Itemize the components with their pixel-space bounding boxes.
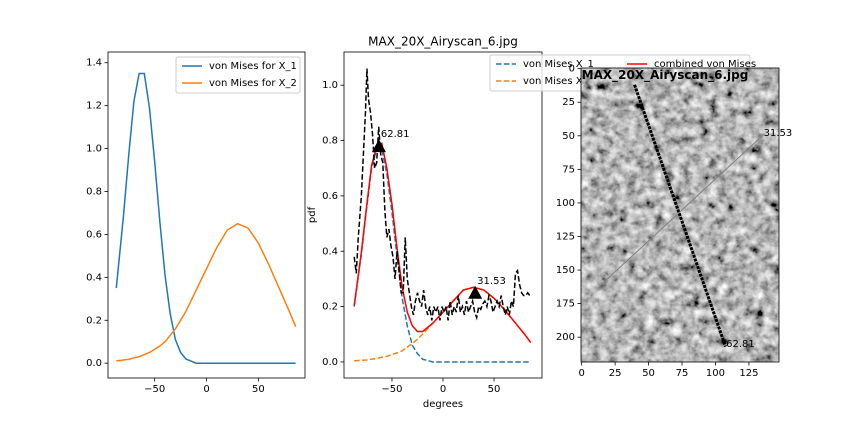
legend-label: von Mises X_2 <box>523 76 594 87</box>
panel: −50 0 50 0.0 0.2 0.4 0.6 0.8 1.0 1.2 1.4 von Mises … <box>86 51 306 395</box>
y-tick-label: 0.6 <box>86 229 102 240</box>
y-tick-label: 1.0 <box>86 144 102 155</box>
y-tick-label: 1.0 <box>322 80 338 91</box>
x-tick-label: 50 <box>252 384 265 395</box>
x-tick-label: 75 <box>676 368 689 379</box>
axes-frame <box>580 67 780 363</box>
y-tick-label: 1.4 <box>86 58 102 69</box>
annotation: 62.81 <box>726 339 755 350</box>
legend-label: combined von Mises <box>654 59 756 70</box>
peak-marker <box>468 285 483 299</box>
y-tick-label: 100 <box>556 198 575 209</box>
legend <box>175 56 301 94</box>
x-tick-label: −50 <box>144 384 165 395</box>
panel: MAX_20X_Airyscan_6.jpg 62.81 31.53 0 25 50 75 1… <box>556 64 792 379</box>
x-tick-label: 125 <box>739 368 758 379</box>
x-tick-label: 50 <box>488 384 501 395</box>
peak-marker <box>371 139 386 153</box>
chart-title: MAX_20X_Airyscan_6.jpg <box>368 35 518 49</box>
annotation: 31.53 <box>764 128 793 139</box>
y-tick-label: 200 <box>556 332 575 343</box>
y-tick-label: 125 <box>556 231 575 242</box>
trace-line <box>599 133 765 287</box>
legend-label: von Mises for X_2 <box>209 78 297 89</box>
annotation: MAX_20X_Airyscan_6.jpg <box>582 68 749 83</box>
y-tick-label: 1.2 <box>86 101 102 112</box>
y-tick-label: 0.8 <box>322 136 338 147</box>
y-tick-label: 25 <box>562 97 575 108</box>
legend-label: von Mises X_1 <box>523 59 594 70</box>
series-line <box>115 72 296 364</box>
x-tick-label: −50 <box>381 384 402 395</box>
legend-label: von Mises for X_1 <box>209 61 297 72</box>
y-tick-label: 0.6 <box>322 191 338 202</box>
y-tick-label: 150 <box>556 265 575 276</box>
x-tick-label: 0 <box>440 384 446 395</box>
x-axis-label: degrees <box>423 399 463 410</box>
y-axis-label: pdf <box>307 206 318 223</box>
x-tick-label: 0 <box>578 368 584 379</box>
y-tick-label: 0.4 <box>86 272 102 283</box>
y-tick-label: 0.0 <box>322 357 338 368</box>
peak-label: 62.81 <box>381 129 410 140</box>
y-tick-label: 0.0 <box>86 358 102 369</box>
y-tick-label: 50 <box>562 131 575 142</box>
series-line <box>116 222 297 362</box>
x-tick-label: 50 <box>642 368 655 379</box>
x-tick-label: 0 <box>203 384 209 395</box>
series-line <box>353 68 532 321</box>
y-tick-label: 0.8 <box>86 186 102 197</box>
overlay <box>599 84 765 348</box>
peak-label: 31.53 <box>477 276 506 287</box>
y-tick-label: 0.2 <box>322 302 338 313</box>
y-tick-label: 0 <box>569 64 575 75</box>
series-line <box>354 286 532 362</box>
y-tick-label: 0.2 <box>86 315 102 326</box>
y-tick-label: 175 <box>556 299 575 310</box>
x-tick-label: 25 <box>609 368 622 379</box>
y-tick-label: 0.4 <box>322 246 338 257</box>
series-line <box>353 148 531 363</box>
y-tick-label: 75 <box>562 164 575 175</box>
axes-frame <box>107 51 306 379</box>
x-tick-label: 100 <box>706 368 725 379</box>
trace-line <box>633 84 727 348</box>
axes-frame <box>343 51 543 379</box>
